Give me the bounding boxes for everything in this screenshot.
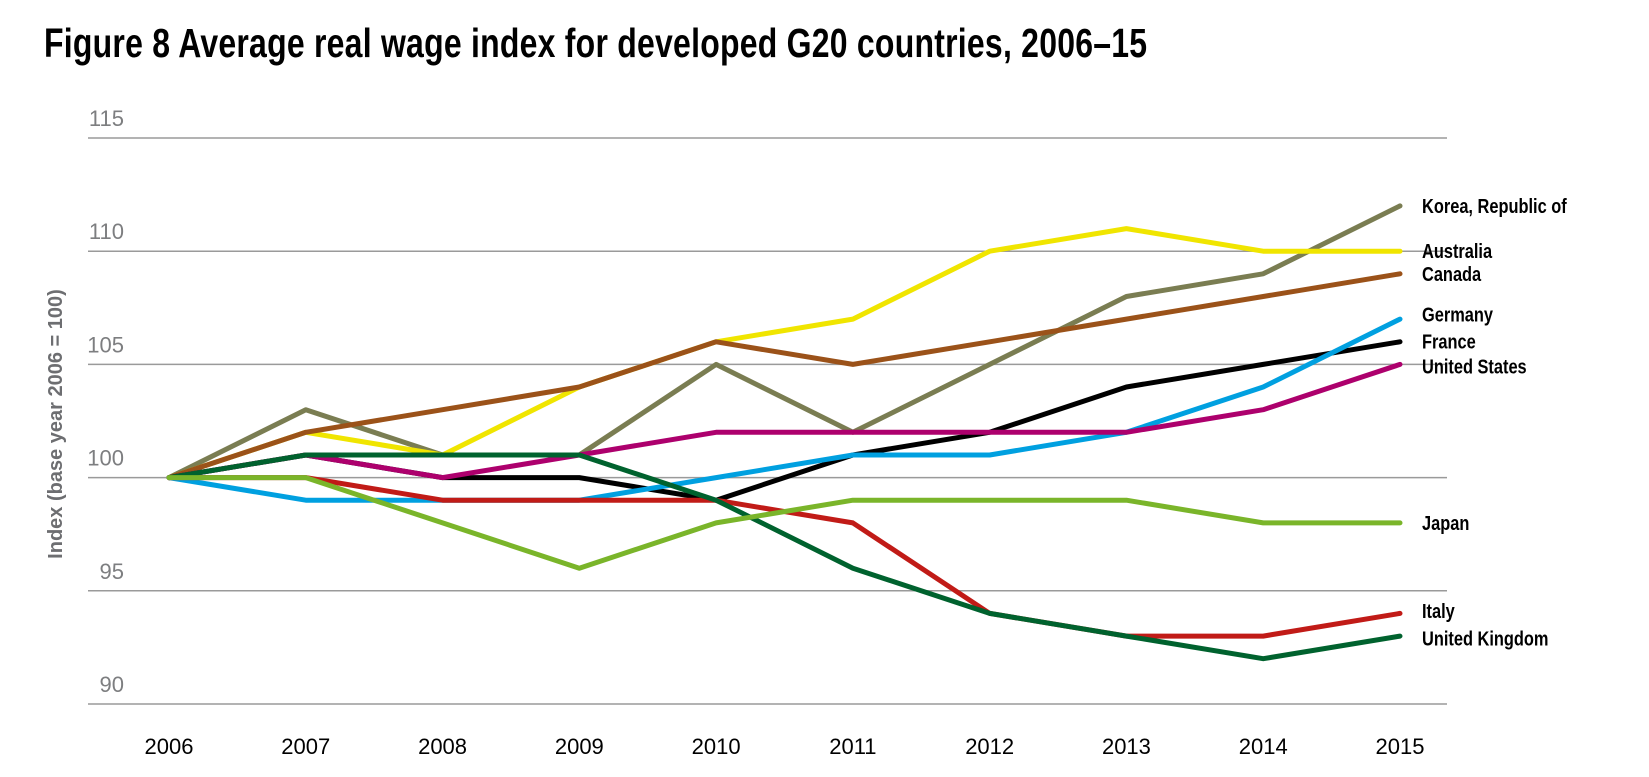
figure-title: Figure 8 Average real wage index for dev… [44,20,1148,66]
series-label-korea-republic-of: Korea, Republic of [1422,194,1568,217]
series-label-france: France [1422,330,1476,353]
series-line-united-states [166,361,1403,481]
x-tick-label: 2011 [829,734,876,759]
y-tick-label: 95 [100,559,124,584]
y-axis-ticks: 90 95 100 105 110 115 [87,106,124,697]
y-tick-label: 105 [87,332,124,357]
x-tick-label: 2012 [965,734,1014,759]
series-label-germany: Germany [1422,303,1494,326]
x-tick-label: 2010 [692,734,741,759]
y-tick-label: 90 [100,672,124,697]
y-axis-label: Index (base year 2006 = 100) [45,289,67,559]
series-lines [166,203,1403,662]
series-line-united-kingdom [166,452,1403,662]
series-label-australia: Australia [1422,240,1493,263]
series-label-italy: Italy [1422,600,1456,623]
series-line-korea-republic-of [166,203,1403,481]
series-label-united-kingdom: United Kingdom [1422,627,1548,650]
series-line-japan [166,475,1403,571]
series-label-japan: Japan [1422,511,1469,534]
series-line-germany [166,316,1403,503]
x-axis-ticks: 2006 2007 2008 2009 2010 2011 2012 2013 2014 2015 [145,734,1425,759]
gridlines [88,137,1447,705]
series-label-canada: Canada [1422,262,1482,285]
y-tick-label: 110 [89,219,124,244]
x-tick-label: 2009 [555,734,604,759]
x-tick-label: 2014 [1239,734,1288,759]
series-line-canada [166,271,1403,481]
y-tick-label: 115 [89,106,124,131]
x-tick-label: 2008 [418,734,467,759]
x-tick-label: 2013 [1102,734,1151,759]
series-line-france [166,339,1403,503]
x-tick-label: 2006 [145,734,194,759]
x-tick-label: 2007 [281,734,330,759]
series-label-united-states: United States [1422,355,1527,378]
series-line-australia [166,226,1403,481]
x-tick-label: 2015 [1376,734,1425,759]
y-tick-label: 100 [87,446,124,471]
